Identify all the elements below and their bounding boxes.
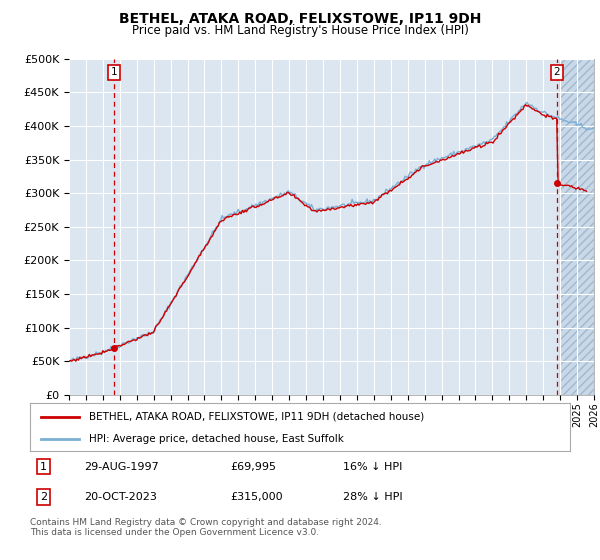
Bar [560, 59, 594, 395]
Bar [560, 59, 594, 395]
Text: BETHEL, ATAKA ROAD, FELIXSTOWE, IP11 9DH (detached house): BETHEL, ATAKA ROAD, FELIXSTOWE, IP11 9DH… [89, 412, 425, 422]
Text: £315,000: £315,000 [230, 492, 283, 502]
Text: £69,995: £69,995 [230, 461, 276, 472]
Text: HPI: Average price, detached house, East Suffolk: HPI: Average price, detached house, East… [89, 434, 344, 444]
Text: 1: 1 [110, 67, 117, 77]
Text: BETHEL, ATAKA ROAD, FELIXSTOWE, IP11 9DH: BETHEL, ATAKA ROAD, FELIXSTOWE, IP11 9DH [119, 12, 481, 26]
Text: 16% ↓ HPI: 16% ↓ HPI [343, 461, 403, 472]
Text: 28% ↓ HPI: 28% ↓ HPI [343, 492, 403, 502]
Text: 20-OCT-2023: 20-OCT-2023 [84, 492, 157, 502]
Text: 2: 2 [40, 492, 47, 502]
Text: Price paid vs. HM Land Registry's House Price Index (HPI): Price paid vs. HM Land Registry's House … [131, 24, 469, 36]
Text: 2: 2 [553, 67, 560, 77]
Text: Contains HM Land Registry data © Crown copyright and database right 2024.
This d: Contains HM Land Registry data © Crown c… [30, 518, 382, 538]
Text: 1: 1 [40, 461, 47, 472]
Text: 29-AUG-1997: 29-AUG-1997 [84, 461, 159, 472]
